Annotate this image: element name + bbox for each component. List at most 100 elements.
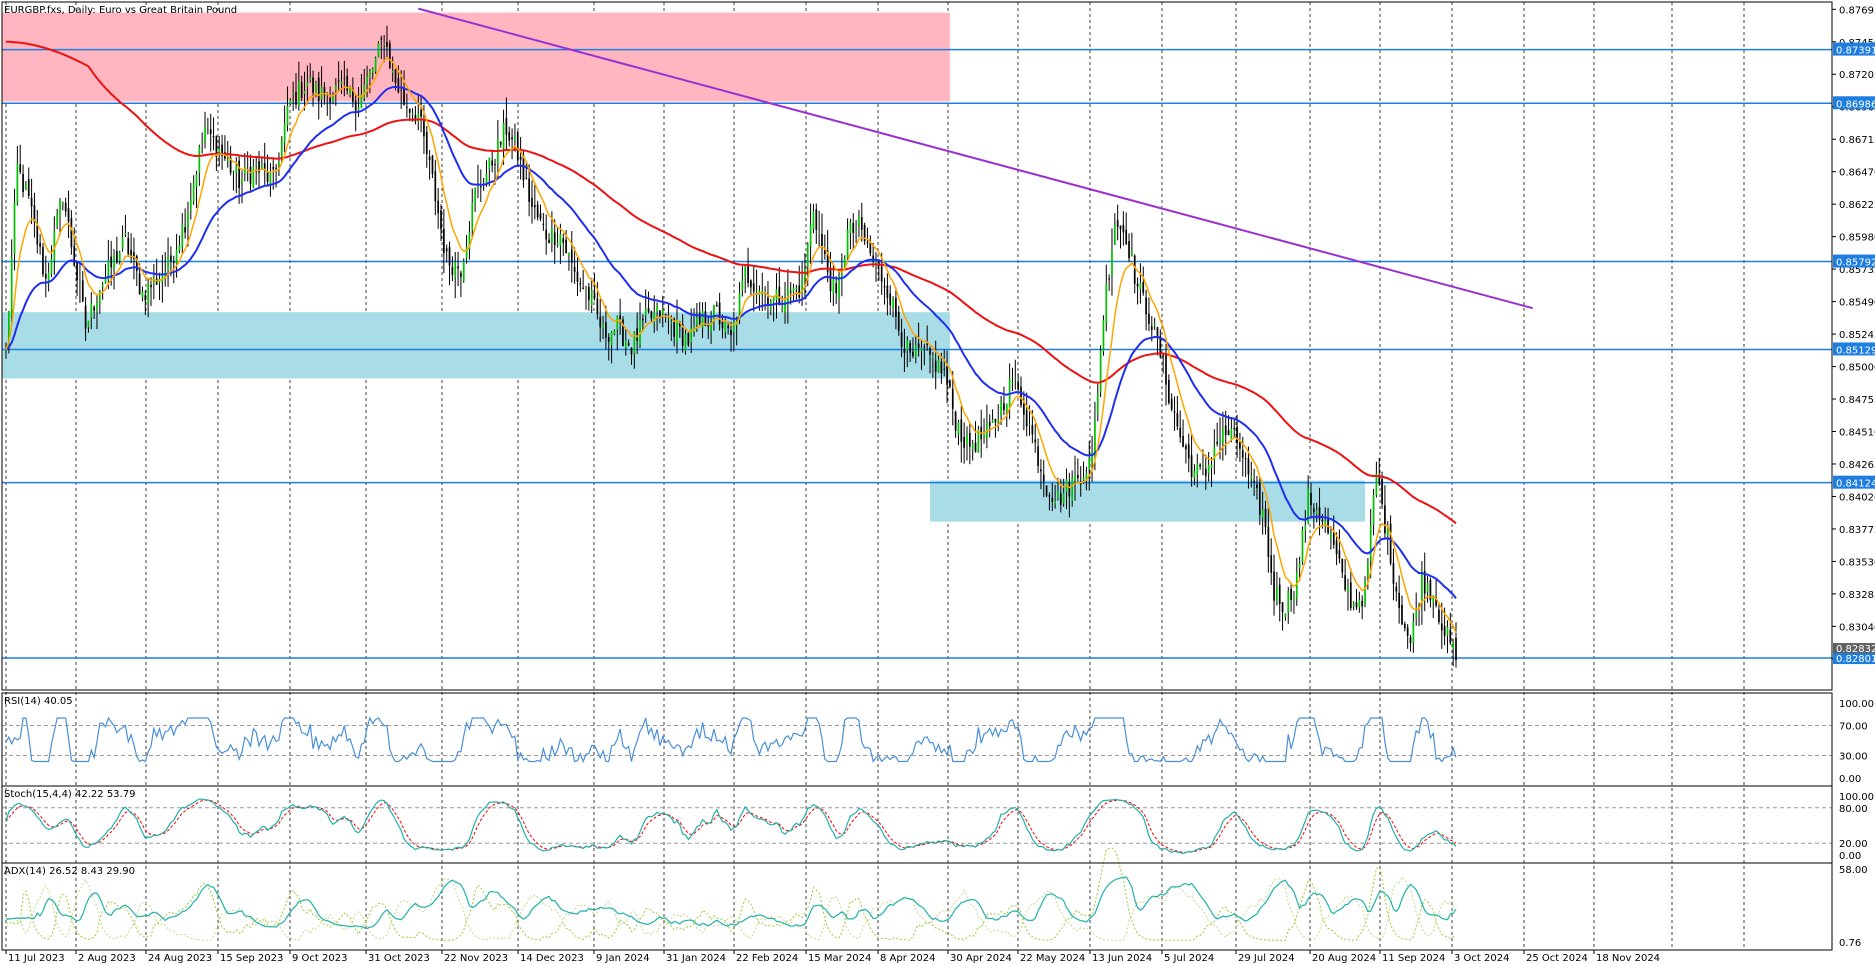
candle-body — [87, 320, 90, 327]
candle-body — [5, 349, 7, 351]
adx-di-plus-line — [5, 847, 1457, 941]
time-tick-label: 30 Apr 2024 — [950, 953, 1012, 964]
rsi-label: RSI(14) 40.05 — [4, 696, 73, 707]
candle-body — [477, 184, 479, 188]
candle-body — [1017, 381, 1020, 390]
candle-body — [644, 308, 647, 316]
candle-body — [1281, 602, 1284, 613]
candle-body — [1219, 438, 1221, 443]
candle-body — [932, 355, 934, 359]
candle-body — [451, 266, 454, 275]
chart-title: EURGBP.fxs, Daily: Euro vs Great Britain… — [4, 5, 237, 16]
candle-body — [394, 69, 397, 83]
candle-body — [201, 141, 204, 144]
candle-body — [698, 313, 701, 324]
candle-body — [946, 366, 948, 385]
candle-body — [1005, 404, 1008, 413]
candle-body — [7, 311, 10, 346]
candle-body — [1185, 445, 1187, 450]
candle-body — [1452, 642, 1455, 649]
candle-body — [630, 347, 633, 355]
candle-body — [602, 324, 604, 328]
candle-body — [1401, 604, 1403, 625]
candle-body — [801, 279, 803, 294]
candle-body — [1150, 326, 1153, 331]
candle-body — [1395, 586, 1398, 592]
candle-body — [553, 232, 556, 246]
price-tick-label: 0.86225 — [1839, 200, 1875, 211]
trendline-layer — [417, 7, 1534, 310]
candle-body — [56, 214, 59, 227]
candle-body — [741, 279, 744, 291]
candle-body — [423, 120, 425, 137]
candle-body — [133, 252, 135, 259]
candle-body — [511, 137, 513, 140]
candle-body — [772, 297, 775, 303]
candle-body — [909, 343, 911, 353]
time-tick-label: 31 Jan 2024 — [666, 953, 726, 964]
candle-body — [633, 331, 636, 354]
candle-body — [1412, 621, 1415, 644]
candle-body — [1190, 455, 1193, 478]
candle-body — [383, 43, 385, 45]
candle-body — [1139, 283, 1142, 289]
candle-body — [1048, 495, 1051, 497]
candle-body — [221, 144, 223, 156]
candle-body — [1045, 485, 1048, 496]
candle-body — [1375, 473, 1378, 496]
candle-body — [1352, 602, 1355, 607]
candle-body — [1384, 505, 1386, 534]
candle-body — [715, 305, 718, 307]
candle-body — [238, 160, 240, 189]
candle-body — [624, 340, 627, 348]
candle-body — [67, 208, 70, 222]
candle-body — [309, 77, 312, 81]
candle-body — [1349, 582, 1352, 609]
candle-body — [647, 308, 650, 313]
level-price-tag-text: 0.86986 — [1836, 99, 1875, 110]
candle-body — [329, 97, 331, 104]
candle-body — [1202, 463, 1204, 466]
time-tick-label: 29 Jul 2024 — [1238, 953, 1295, 964]
candle-body — [1344, 575, 1346, 590]
candle-body — [533, 204, 536, 208]
candle-body — [62, 203, 64, 205]
time-tick-label: 14 Dec 2023 — [520, 953, 584, 964]
candle-body — [812, 211, 815, 229]
adx-line — [5, 876, 1457, 930]
candle-body — [568, 253, 570, 256]
candle-body — [860, 217, 863, 230]
candle-body — [590, 289, 593, 306]
candle-body — [696, 317, 698, 325]
candle-body — [875, 260, 877, 265]
candle-body — [872, 255, 875, 261]
candle-body — [610, 331, 613, 346]
level-price-tag-text: 0.84124 — [1836, 479, 1875, 490]
candle-body — [360, 94, 363, 109]
candle-body — [184, 227, 186, 233]
pane-level-label: 30.00 — [1839, 752, 1868, 763]
candle-body — [1301, 529, 1304, 563]
candle-body — [1128, 241, 1130, 259]
candle-body — [1022, 403, 1025, 415]
candle-body — [1369, 525, 1372, 561]
horizontal-levels — [2, 48, 1832, 659]
candle-body — [1287, 590, 1290, 613]
candle-body — [258, 161, 260, 173]
candle-body — [229, 157, 232, 173]
candle-body — [681, 324, 684, 347]
candle-body — [963, 437, 965, 448]
candle-body — [278, 161, 280, 166]
candle-body — [761, 290, 764, 292]
candle-body — [1088, 457, 1091, 470]
candle-body — [650, 311, 653, 319]
candle-body — [914, 345, 917, 358]
candle-body — [90, 303, 93, 318]
candle-body — [1409, 637, 1412, 644]
candle-body — [1389, 523, 1392, 564]
candle-body — [42, 246, 44, 275]
candle-body — [792, 287, 795, 292]
candle-body — [380, 38, 383, 40]
